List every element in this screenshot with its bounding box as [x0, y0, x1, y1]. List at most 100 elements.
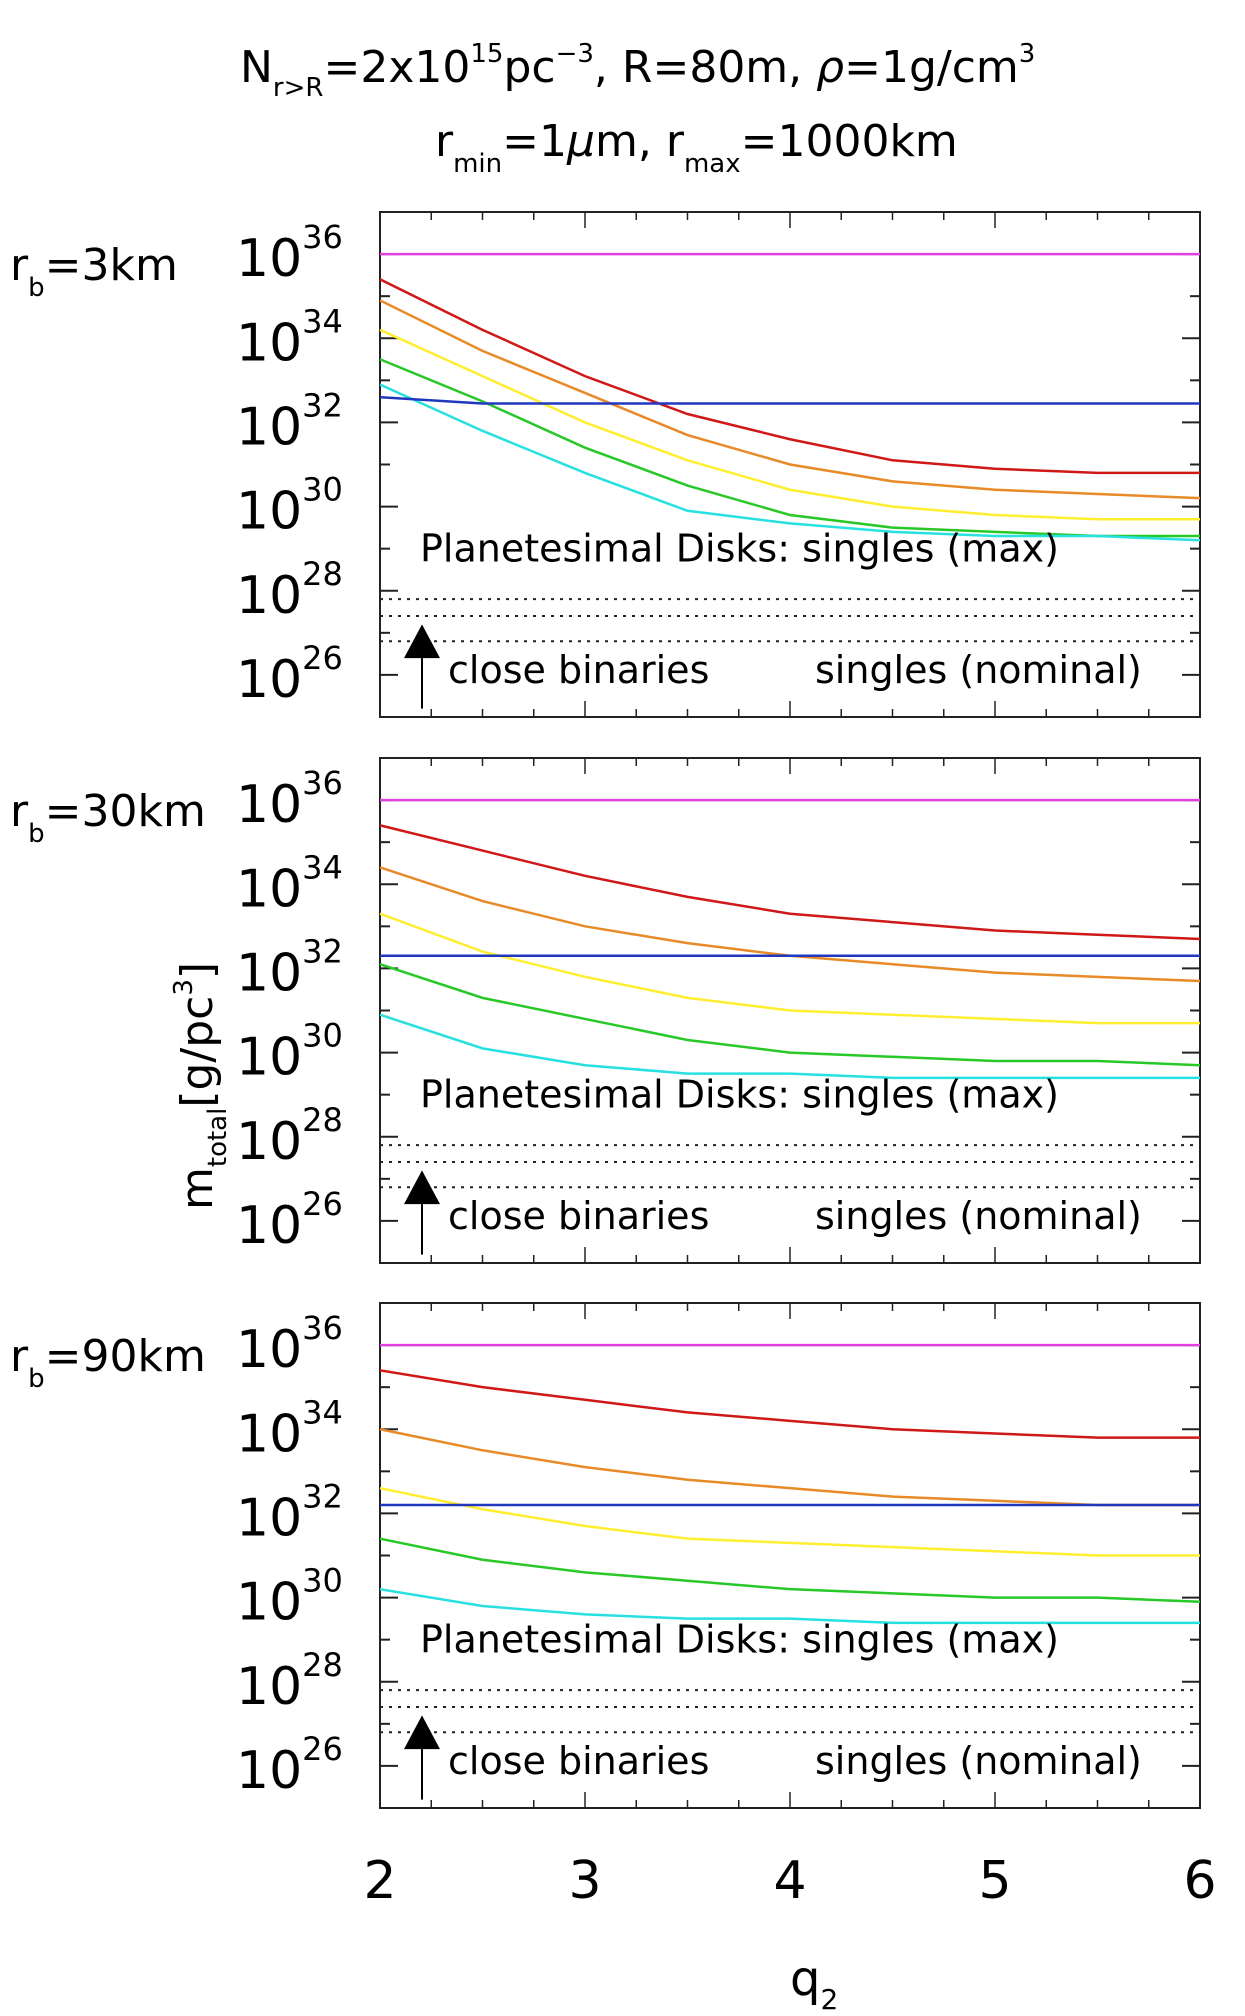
panel-label: rb=90km [10, 1331, 206, 1394]
y-tick-label: 1028 [236, 555, 343, 626]
title-n: N [240, 42, 273, 93]
y-tick-label: 1028 [236, 1646, 343, 1717]
y-tick-label-exp: 28 [302, 1646, 343, 1684]
y-tick-label-base: 10 [236, 1028, 302, 1088]
y-tick-label-base: 10 [236, 1657, 302, 1717]
panel-label: rb=30km [10, 786, 206, 849]
y-tick-label-exp: 32 [302, 1477, 343, 1515]
title-rmin-unit: m, [595, 116, 666, 167]
y-tick-label: 1026 [236, 639, 343, 710]
y-tick-label-exp: 34 [302, 848, 343, 886]
x-tick-label: 4 [773, 1851, 806, 1911]
panel-1: 102610281030103210341036rb=3kmPlanetesim… [10, 211, 1201, 718]
y-tick-label-exp: 30 [302, 471, 343, 509]
series-line-red [379, 1369, 1200, 1439]
y-tick-label: 1034 [236, 848, 343, 919]
y-tick-label: 1026 [236, 1730, 343, 1801]
title-line-1: Nr>R=2x1015pc−3, R=80m, ρ=1g/cm3 [240, 39, 1035, 103]
y-axis-label: mtotal[g/pc3] [169, 962, 233, 1210]
y-tick-label-base: 10 [236, 482, 302, 542]
y-tick-label: 1030 [236, 1017, 343, 1088]
title-rmin-r: r [435, 116, 454, 167]
panel-label-value: =90km [45, 1331, 206, 1382]
y-tick-label-base: 10 [236, 1741, 302, 1801]
x-tick-label: 6 [1183, 1851, 1216, 1911]
panel-label-value: =30km [45, 786, 206, 837]
series-line-yellow [379, 328, 1200, 521]
panel-2: 102610281030103210341036rb=30kmPlanetesi… [10, 757, 1201, 1264]
y-tick-label-base: 10 [236, 1320, 302, 1380]
series-line-orange [379, 299, 1201, 500]
y-tick-label: 1034 [236, 302, 343, 373]
series-line-green [379, 1537, 1201, 1604]
title-rest: , R=80m, [594, 42, 816, 93]
y-tick-label: 1034 [236, 1393, 343, 1464]
y-tick-label-exp: 34 [302, 302, 343, 340]
y-tick-label: 1036 [236, 218, 343, 289]
y-tick-label: 1032 [236, 1477, 343, 1548]
x-axis-label: q2 [790, 1951, 838, 2016]
y-tick-label-base: 10 [236, 1488, 302, 1548]
y-tick-label-exp: 36 [302, 218, 343, 256]
panel-label-r: r [10, 786, 29, 837]
y-tick-label: 1026 [236, 1185, 343, 1256]
panel-label-sub: b [28, 1364, 45, 1394]
panel-3: 102610281030103210341036rb=90kmPlanetesi… [10, 1302, 1201, 1809]
series-line-red [379, 824, 1201, 941]
arrow-up-icon [404, 1170, 440, 1205]
y-tick-label-base: 10 [236, 313, 302, 373]
y-tick-label: 1032 [236, 932, 343, 1003]
y-tick-label-base: 10 [236, 1404, 302, 1464]
series-line-green [379, 963, 1201, 1067]
y-tick-label: 1032 [236, 386, 343, 457]
panel-label-sub: b [28, 273, 45, 303]
panel-label-r: r [10, 240, 29, 291]
panels: 102610281030103210341036rb=3kmPlanetesim… [10, 211, 1201, 1809]
series-line-orange [379, 1428, 1200, 1507]
series-line-cyan [379, 1013, 1200, 1080]
panel-label-r: r [10, 1331, 29, 1382]
x-tick-labels: 2 3 4 5 6 [363, 1851, 1216, 1911]
annotation-singles-nominal: singles (nominal) [815, 1194, 1142, 1238]
y-tick-label-exp: 32 [302, 386, 343, 424]
y-axis-label-base: m [172, 1167, 223, 1210]
y-axis-label-sub: total [203, 1108, 233, 1167]
series-line-cyan [379, 1587, 1200, 1625]
annotation-close-binaries: close binaries [448, 648, 709, 692]
y-tick-label-base: 10 [236, 1573, 302, 1633]
y-tick-label-exp: 32 [302, 932, 343, 970]
series-line-green [379, 358, 1200, 538]
x-tick-label: 5 [978, 1851, 1011, 1911]
annotation-singles-max: Planetesimal Disks: singles (max) [420, 1617, 1059, 1661]
y-axis-label-close: ] [172, 962, 223, 979]
series-line-red [379, 278, 1200, 475]
title-exp2: −3 [556, 39, 594, 69]
title-exp1: 15 [470, 39, 503, 69]
y-tick-label-base: 10 [236, 1112, 302, 1172]
title-eq1: =2x10 [323, 42, 470, 93]
title-rmax-r: r [666, 116, 685, 167]
panel-label: rb=3km [10, 240, 178, 303]
title-rho: ρ [816, 42, 844, 93]
title-line-2: rmin=1μm, rmax=1000km [435, 116, 958, 179]
y-tick-label-exp: 28 [302, 555, 343, 593]
y-tick-label-exp: 36 [302, 764, 343, 802]
y-tick-label-exp: 36 [302, 1309, 343, 1347]
y-axis-label-unit: [g/pc [172, 996, 223, 1108]
title-mu: μ [566, 116, 595, 167]
y-tick-label-exp: 26 [302, 1185, 343, 1223]
y-tick-label-base: 10 [236, 943, 302, 1003]
y-tick-label: 1030 [236, 471, 343, 542]
annotation-close-binaries: close binaries [448, 1739, 709, 1783]
annotation-singles-max: Planetesimal Disks: singles (max) [420, 526, 1059, 570]
y-tick-label-exp: 34 [302, 1393, 343, 1431]
x-tick-label: 2 [363, 1851, 396, 1911]
x-axis-label-base: q [790, 1951, 820, 2007]
y-tick-label-exp: 30 [302, 1017, 343, 1055]
series-line-yellow [379, 1486, 1200, 1557]
y-tick-label-base: 10 [236, 229, 302, 289]
title-rmax-sub: max [684, 149, 741, 179]
title-rmax-eq: =1000km [741, 116, 958, 167]
y-tick-label-base: 10 [236, 566, 302, 626]
